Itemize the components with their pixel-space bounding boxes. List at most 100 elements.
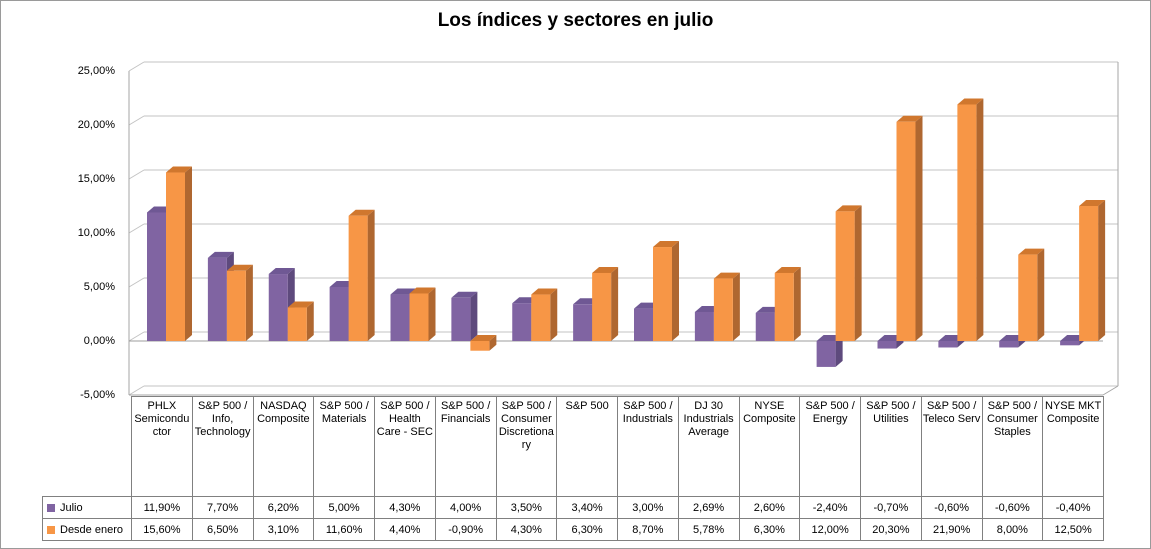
value-cell-julio-8: 3,00%	[617, 496, 679, 519]
bar-desde-enero-9[interactable]	[713, 272, 740, 341]
value-cell-desde-enero-12: 20,30%	[860, 518, 922, 541]
bar-front-face	[287, 307, 307, 341]
bar-top-face	[592, 266, 619, 273]
bar-desde-enero-1[interactable]	[226, 264, 253, 341]
value-cell-julio-6: 3,50%	[495, 496, 558, 519]
legend-cell-desde-enero: Desde enero	[42, 518, 132, 541]
y-tick-label: 5,00%	[83, 281, 115, 293]
bar-desde-enero-14[interactable]	[1018, 248, 1045, 341]
category-header-cell-0: PHLX Semiconductor	[131, 396, 193, 497]
value-cell-julio-11: -2,40%	[799, 496, 861, 519]
bar-side-face	[428, 287, 436, 341]
bar-desde-enero-4[interactable]	[409, 287, 436, 341]
bar-front-face	[999, 341, 1019, 348]
bar-front-face	[896, 121, 916, 341]
bar-front-face	[835, 211, 855, 341]
bar-front-face	[531, 294, 551, 341]
bar-side-face	[367, 209, 375, 341]
bar-front-face	[226, 270, 246, 341]
bar-front-face	[957, 104, 977, 341]
bar-julio-5[interactable]	[451, 291, 478, 341]
bar-side-face	[489, 335, 497, 351]
bar-front-face	[329, 287, 349, 341]
bar-desde-enero-8[interactable]	[653, 241, 679, 341]
value-cell-desde-enero-7: 6,30%	[556, 518, 618, 541]
bar-side-face	[835, 335, 843, 367]
value-cell-julio-5: 4,00%	[434, 496, 497, 519]
bar-desde-enero-12[interactable]	[896, 115, 923, 341]
bar-side-face	[1037, 248, 1045, 341]
bar-desde-enero-3[interactable]	[348, 209, 375, 341]
gridline-depth-tick	[128, 277, 145, 288]
bar-side-face	[245, 264, 253, 341]
legend-swatch-desde-enero	[47, 525, 55, 534]
gridline-depth-tick	[128, 115, 145, 126]
bar-top-face	[409, 287, 436, 294]
bar-desde-enero-2[interactable]	[287, 301, 314, 341]
bar-front-face	[573, 304, 593, 341]
value-cell-desde-enero-3: 11,60%	[313, 518, 375, 541]
category-header-cell-13: S&P 500 / Teleco Serv	[920, 396, 983, 497]
bar-desde-enero-0[interactable]	[166, 166, 192, 341]
bar-side-face	[550, 288, 558, 341]
bar-side-face	[732, 272, 740, 341]
bar-side-face	[854, 205, 862, 341]
category-header-cell-7: S&P 500	[556, 396, 618, 497]
category-header-cell-11: S&P 500 / Energy	[799, 396, 861, 497]
bar-top-face	[451, 291, 478, 298]
value-cell-desde-enero-15: 12,50%	[1042, 518, 1104, 541]
bar-front-face	[816, 341, 836, 367]
bar-side-face	[470, 291, 478, 341]
category-header-cell-9: DJ 30 Industrials Average	[677, 396, 740, 497]
value-cell-desde-enero-1: 6,50%	[191, 518, 254, 541]
bar-front-face	[390, 294, 410, 341]
value-cell-julio-4: 4,30%	[374, 496, 436, 519]
category-header-cell-1: S&P 500 / Info, Technology	[191, 396, 254, 497]
bar-side-face	[976, 98, 984, 341]
value-cell-desde-enero-9: 5,78%	[677, 518, 740, 541]
category-header-cell-12: S&P 500 / Utilities	[860, 396, 922, 497]
bar-desde-enero-13[interactable]	[957, 98, 984, 341]
bar-front-face	[1018, 254, 1038, 341]
gridline-depth-tick	[128, 61, 145, 72]
value-cell-julio-13: -0,60%	[920, 496, 983, 519]
table-row-desde-enero: Desde enero 15,60% 6,50% 3,10% 11,60% 4,40% -0…	[42, 518, 1104, 541]
bar-desde-enero-15[interactable]	[1079, 200, 1106, 341]
bar-front-face	[653, 247, 672, 341]
bar-front-face	[512, 303, 532, 341]
y-tick-label: 15,00%	[77, 173, 115, 185]
legend-cell-julio: Julio	[42, 496, 132, 519]
bar-top-face	[226, 264, 253, 271]
bar-top-face	[713, 272, 740, 279]
bar-desde-enero-7[interactable]	[592, 266, 619, 341]
bar-desde-enero-10[interactable]	[774, 266, 801, 341]
bar-front-face	[694, 311, 714, 341]
value-cell-julio-12: -0,70%	[860, 496, 922, 519]
value-cell-desde-enero-10: 6,30%	[738, 518, 801, 541]
value-cell-julio-15: -0,40%	[1042, 496, 1104, 519]
value-cell-julio-0: 11,90%	[131, 496, 193, 519]
gridline-depth-tick	[128, 223, 145, 234]
bar-desde-enero-11[interactable]	[835, 205, 862, 341]
y-tick-label: 25,00%	[77, 65, 115, 77]
value-cell-julio-14: -0,60%	[981, 496, 1044, 519]
bar-front-face	[1060, 341, 1080, 346]
chart-title: Los índices y sectores en julio	[437, 10, 714, 31]
bar-front-face	[147, 212, 166, 341]
bar-front-face	[268, 274, 288, 341]
bar-desde-enero-6[interactable]	[531, 288, 558, 341]
bar-desde-enero-5[interactable]	[470, 335, 497, 351]
y-tick-label: 20,00%	[77, 119, 115, 131]
bar-top-face	[653, 241, 679, 248]
bar-front-face	[470, 341, 490, 351]
value-cell-julio-9: 2,69%	[677, 496, 740, 519]
category-header-cell-8: S&P 500 / Industrials	[617, 396, 679, 497]
y-tick-label: 0,00%	[83, 335, 115, 347]
bar-top-face	[1079, 200, 1106, 206]
legend-label: Julio	[60, 501, 83, 514]
data-table: PHLX Semiconductor S&P 500 / Info, Techno…	[42, 396, 1104, 541]
table-row-julio: Julio 11,90% 7,70% 6,20% 5,00% 4,30% 4,00% 3,50…	[42, 496, 1104, 519]
bar-side-face	[915, 115, 923, 341]
bar-top-face	[287, 301, 314, 308]
